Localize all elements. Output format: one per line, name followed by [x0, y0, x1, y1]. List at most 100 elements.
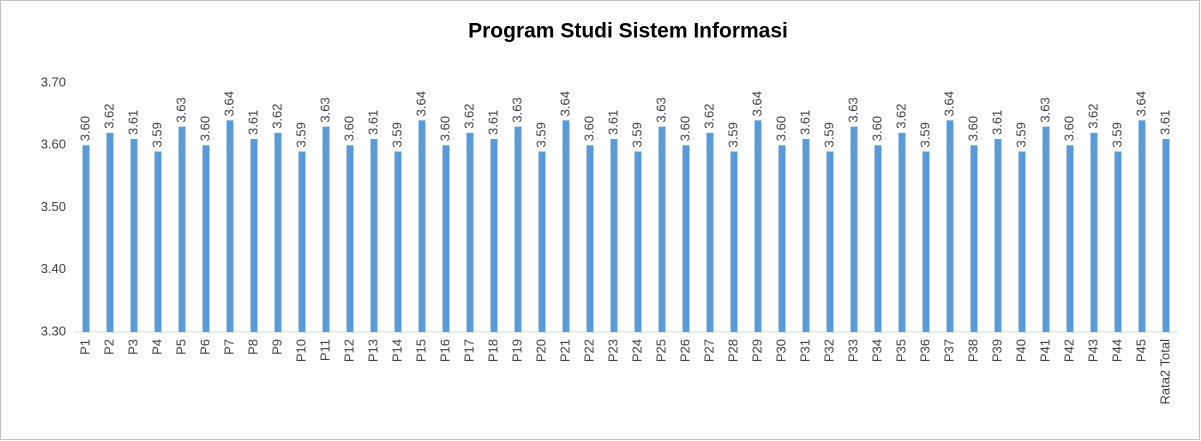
- bar: [970, 145, 978, 332]
- data-label: 3.64: [941, 91, 956, 116]
- data-label: 3.62: [269, 103, 284, 128]
- x-tick-label: P37: [941, 339, 956, 362]
- y-tick-label: 3.30: [41, 323, 66, 338]
- bar: [490, 139, 498, 332]
- bar: [682, 145, 690, 332]
- bar: [802, 139, 810, 332]
- bar: [850, 126, 858, 332]
- data-label: 3.60: [77, 116, 92, 141]
- bar: [1138, 120, 1146, 332]
- data-label: 3.60: [197, 116, 212, 141]
- x-tick-label: P6: [197, 339, 212, 355]
- data-label: 3.62: [701, 103, 716, 128]
- bar: [1018, 151, 1026, 332]
- bar: [634, 151, 642, 332]
- x-tick-label: P5: [173, 339, 188, 355]
- y-tick-label: 3.70: [41, 74, 66, 89]
- data-label: 3.64: [1133, 91, 1148, 116]
- bar: [898, 132, 906, 332]
- bar: [82, 145, 90, 332]
- data-label: 3.60: [581, 116, 596, 141]
- x-tick-label: P34: [869, 339, 884, 362]
- bar: [1042, 126, 1050, 332]
- bar: [274, 132, 282, 332]
- bar: [154, 151, 162, 332]
- data-label: 3.61: [605, 110, 620, 135]
- data-label: 3.62: [101, 103, 116, 128]
- bar: [658, 126, 666, 332]
- bar: [346, 145, 354, 332]
- x-tick-label: P38: [965, 339, 980, 362]
- x-tick-label: P19: [509, 339, 524, 362]
- bar: [610, 139, 618, 332]
- data-label: 3.63: [317, 97, 332, 122]
- y-tick-label: 3.40: [41, 261, 66, 276]
- data-label: 3.61: [1157, 110, 1172, 135]
- x-tick-label: P43: [1085, 339, 1100, 362]
- x-tick-label: P12: [341, 339, 356, 362]
- x-tick-label: P45: [1133, 339, 1148, 362]
- data-label: 3.60: [869, 116, 884, 141]
- x-tick-label: P31: [797, 339, 812, 362]
- x-tick-label: P7: [221, 339, 236, 355]
- x-tick-label: P8: [245, 339, 260, 355]
- x-tick-label: P21: [557, 339, 572, 362]
- x-tick-label: P36: [917, 339, 932, 362]
- data-label: 3.59: [821, 122, 836, 147]
- data-label: 3.59: [533, 122, 548, 147]
- data-label: 3.63: [173, 97, 188, 122]
- bar: [826, 151, 834, 332]
- data-label: 3.59: [149, 122, 164, 147]
- bar: [874, 145, 882, 332]
- data-label: 3.64: [749, 91, 764, 116]
- data-label: 3.59: [389, 122, 404, 147]
- data-label: 3.63: [653, 97, 668, 122]
- bar: [562, 120, 570, 332]
- x-tick-label: P35: [893, 339, 908, 362]
- x-tick-label: P27: [701, 339, 716, 362]
- bar: [538, 151, 546, 332]
- x-tick-label: P22: [581, 339, 596, 362]
- data-label: 3.60: [341, 116, 356, 141]
- x-tick-label: P33: [845, 339, 860, 362]
- bar: [514, 126, 522, 332]
- x-tick-label: P23: [605, 339, 620, 362]
- data-label: 3.64: [413, 91, 428, 116]
- x-tick-label: P28: [725, 339, 740, 362]
- x-tick-label: P15: [413, 339, 428, 362]
- bar: [922, 151, 930, 332]
- x-tick-label: P42: [1061, 339, 1076, 362]
- bar: [1162, 139, 1170, 332]
- x-tick-label: P44: [1109, 339, 1124, 362]
- bar: [442, 145, 450, 332]
- x-tick-label: P41: [1037, 339, 1052, 362]
- x-tick-label: P40: [1013, 339, 1028, 362]
- bar: [418, 120, 426, 332]
- x-tick-label: P18: [485, 339, 500, 362]
- x-tick-label: P4: [149, 339, 164, 355]
- bar: [226, 120, 234, 332]
- bar: [754, 120, 762, 332]
- data-label: 3.60: [965, 116, 980, 141]
- data-label: 3.60: [437, 116, 452, 141]
- data-label: 3.60: [677, 116, 692, 141]
- x-tick-label: P32: [821, 339, 836, 362]
- x-tick-label: P11: [317, 339, 332, 361]
- data-label: 3.62: [893, 103, 908, 128]
- data-label: 3.64: [557, 91, 572, 116]
- bar: [586, 145, 594, 332]
- bar: [250, 139, 258, 332]
- data-label: 3.64: [221, 91, 236, 116]
- data-label: 3.61: [245, 110, 260, 135]
- bar: [1090, 132, 1098, 332]
- x-tick-label: P25: [653, 339, 668, 362]
- x-tick-label: P13: [365, 339, 380, 362]
- y-tick-label: 3.50: [41, 199, 66, 214]
- bar: [778, 145, 786, 332]
- chart-title: Program Studi Sistem Informasi: [468, 20, 788, 43]
- data-label: 3.62: [1085, 103, 1100, 128]
- bar: [178, 126, 186, 332]
- x-tick-label: P24: [629, 339, 644, 362]
- data-label: 3.63: [845, 97, 860, 122]
- data-label: 3.59: [1013, 122, 1028, 147]
